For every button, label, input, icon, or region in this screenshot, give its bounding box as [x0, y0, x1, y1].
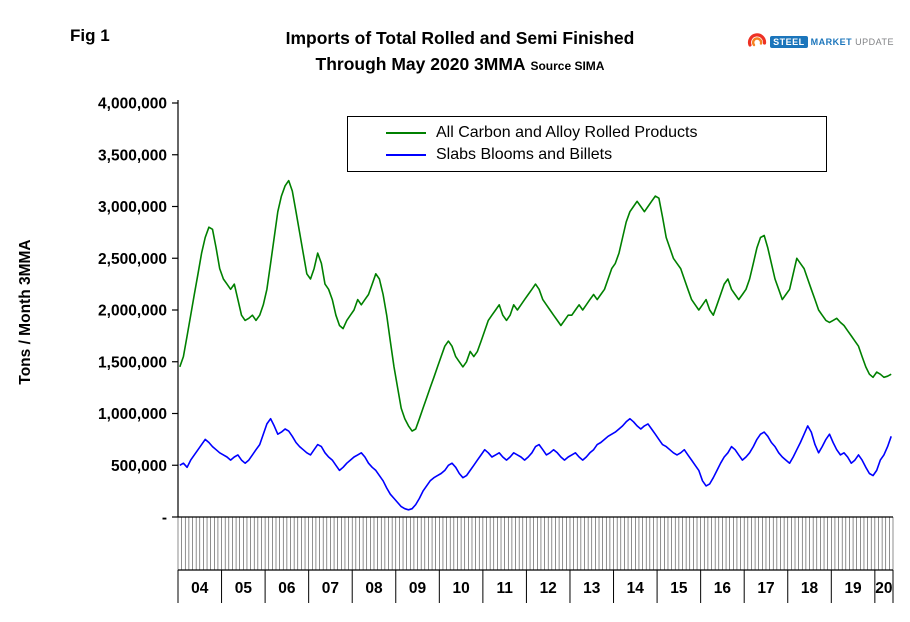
- y-tick-label: 500,000: [111, 458, 167, 475]
- chart-title: Imports of Total Rolled and Semi Finishe…: [285, 28, 635, 48]
- y-tick-label: 4,000,000: [98, 96, 167, 113]
- x-year-label: 13: [583, 580, 601, 597]
- logo-update-text: UPDATE: [855, 37, 894, 47]
- y-tick-label: -: [162, 510, 167, 527]
- y-tick-label: 2,500,000: [98, 251, 167, 268]
- x-axis-year-labels: 04 05 06 07 08 09 10 11 12 13 14 15 16 17 18 19 20: [177, 570, 894, 603]
- logo-steel-text: STEEL: [770, 36, 808, 48]
- x-year-label: 20: [875, 580, 892, 597]
- x-year-label: 09: [409, 580, 427, 597]
- x-year-label: 17: [757, 580, 774, 597]
- x-year-label: 05: [235, 580, 253, 597]
- x-year-label: 04: [191, 580, 209, 597]
- y-tick-label: 2,000,000: [98, 303, 167, 320]
- legend-line-blue: [386, 154, 426, 156]
- chart-subtitle: Through May 2020 3MMA Source SIMA: [160, 54, 760, 75]
- legend-item-slabs-blooms-billets: Slabs Blooms and Billets: [386, 146, 826, 164]
- month-tick-comb: [177, 517, 894, 570]
- x-year-label: 08: [365, 580, 383, 597]
- legend-item-rolled-products: All Carbon and Alloy Rolled Products: [386, 124, 826, 142]
- axes: [177, 100, 893, 571]
- x-year-label: 19: [844, 580, 862, 597]
- smu-logo: STEEL MARKET UPDATE: [747, 32, 894, 52]
- smu-swoosh-icon: [747, 32, 767, 52]
- x-year-label: 12: [540, 580, 557, 597]
- series-line-0: [179, 179, 892, 432]
- x-year-label: 07: [322, 580, 339, 597]
- y-tick-label: 1,500,000: [98, 354, 167, 371]
- x-year-label: 15: [670, 580, 688, 597]
- x-year-label: 06: [278, 580, 296, 597]
- x-year-label: 11: [496, 580, 513, 597]
- chart-legend: All Carbon and Alloy Rolled Products Sla…: [347, 116, 827, 172]
- legend-line-green: [386, 132, 426, 134]
- source-label: Source SIMA: [530, 59, 605, 73]
- subtitle-text: Through May 2020 3MMA: [315, 54, 526, 74]
- x-year-label: 14: [627, 580, 645, 597]
- x-year-label: 18: [801, 580, 819, 597]
- x-year-label: 16: [714, 580, 732, 597]
- y-tick-label: 3,500,000: [98, 147, 167, 164]
- x-year-label: 10: [452, 580, 469, 597]
- logo-market-text: MARKET: [810, 37, 853, 47]
- chart-title-block: Imports of Total Rolled and Semi Finishe…: [160, 28, 760, 75]
- y-tick-label: 3,000,000: [98, 199, 167, 216]
- y-tick-label: 1,000,000: [98, 406, 167, 423]
- figure-label: Fig 1: [70, 26, 110, 45]
- legend-label-slabs-blooms-billets: Slabs Blooms and Billets: [436, 146, 613, 163]
- y-axis-title: Tons / Month 3MMA: [17, 239, 34, 384]
- legend-label-rolled-products: All Carbon and Alloy Rolled Products: [436, 124, 698, 141]
- y-axis-ticks: - 500,000 1,000,000 1,500,000 2,000,000 2,500…: [98, 96, 178, 527]
- series-line-1: [179, 417, 892, 511]
